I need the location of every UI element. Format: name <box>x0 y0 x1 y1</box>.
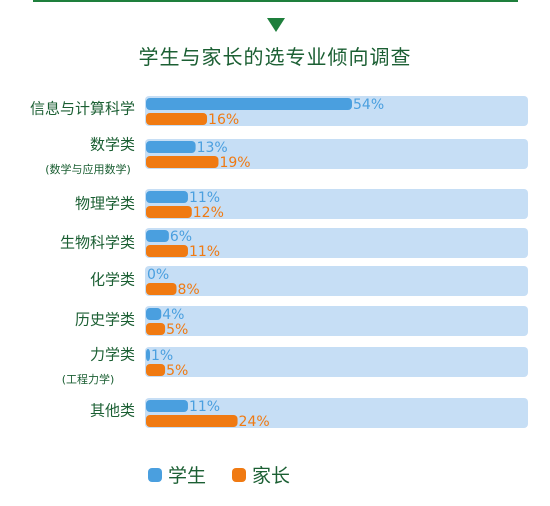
parent-value-label: 5% <box>166 322 188 338</box>
parent-value-label: 19% <box>219 155 250 171</box>
parent-bar <box>146 283 177 295</box>
category-label: 化学类 <box>90 271 135 289</box>
parent-value-label: 16% <box>208 112 239 128</box>
row-track <box>145 189 528 219</box>
row-track <box>145 266 528 296</box>
student-value-label: 13% <box>197 140 228 156</box>
category-label: 力学类 <box>90 346 135 364</box>
parent-swatch <box>232 467 246 482</box>
student-value-label: 4% <box>162 307 184 323</box>
category-label: 生物科学类 <box>60 234 135 252</box>
student-bar <box>146 191 188 203</box>
student-bar <box>146 349 150 361</box>
student-value-label: 0% <box>147 267 169 283</box>
row-track <box>145 347 528 377</box>
student-value-label: 1% <box>151 348 173 364</box>
category-label: 物理学类 <box>75 195 135 213</box>
parent-bar <box>146 113 208 125</box>
parent-bar <box>146 245 188 257</box>
category-sublabel: (工程力学) <box>62 372 115 386</box>
parent-bar <box>146 364 166 376</box>
student-value-label: 6% <box>170 229 192 245</box>
parent-value-label: 12% <box>193 205 224 221</box>
category-label: 数学类 <box>90 136 135 154</box>
parent-bar <box>146 415 238 427</box>
student-value-label: 11% <box>189 190 220 206</box>
category-sublabel: (数学与应用数学) <box>45 162 131 176</box>
student-bar <box>146 98 352 110</box>
student-value-label: 11% <box>189 399 220 415</box>
chart-title: 学生与家长的选专业倾向调查 <box>138 45 412 69</box>
category-label: 信息与计算科学 <box>30 100 135 118</box>
student-bar <box>146 141 196 153</box>
student-bar <box>146 400 188 412</box>
student-bar <box>146 308 162 320</box>
student-swatch <box>148 467 162 482</box>
parent-value-label: 11% <box>189 244 220 260</box>
parent-bar <box>146 206 192 218</box>
parent-value-label: 24% <box>239 414 270 430</box>
parent-bar <box>146 323 166 335</box>
row-track <box>145 398 528 428</box>
legend-label-student: 学生 <box>168 465 207 487</box>
parent-value-label: 8% <box>178 282 200 298</box>
row-track <box>145 306 528 336</box>
row-track <box>145 228 528 258</box>
legend-item-parent: 家长 <box>232 461 290 488</box>
down-triangle-icon <box>267 18 285 32</box>
category-label: 历史学类 <box>75 311 135 329</box>
top-divider-line <box>33 0 518 2</box>
student-value-label: 54% <box>353 97 384 113</box>
legend-label-parent: 家长 <box>252 465 291 487</box>
parent-value-label: 5% <box>166 363 188 379</box>
category-label: 其他类 <box>90 402 135 420</box>
student-bar <box>146 230 169 242</box>
legend-item-student: 学生 <box>148 461 206 488</box>
parent-bar <box>146 156 219 168</box>
row-track <box>145 139 528 169</box>
